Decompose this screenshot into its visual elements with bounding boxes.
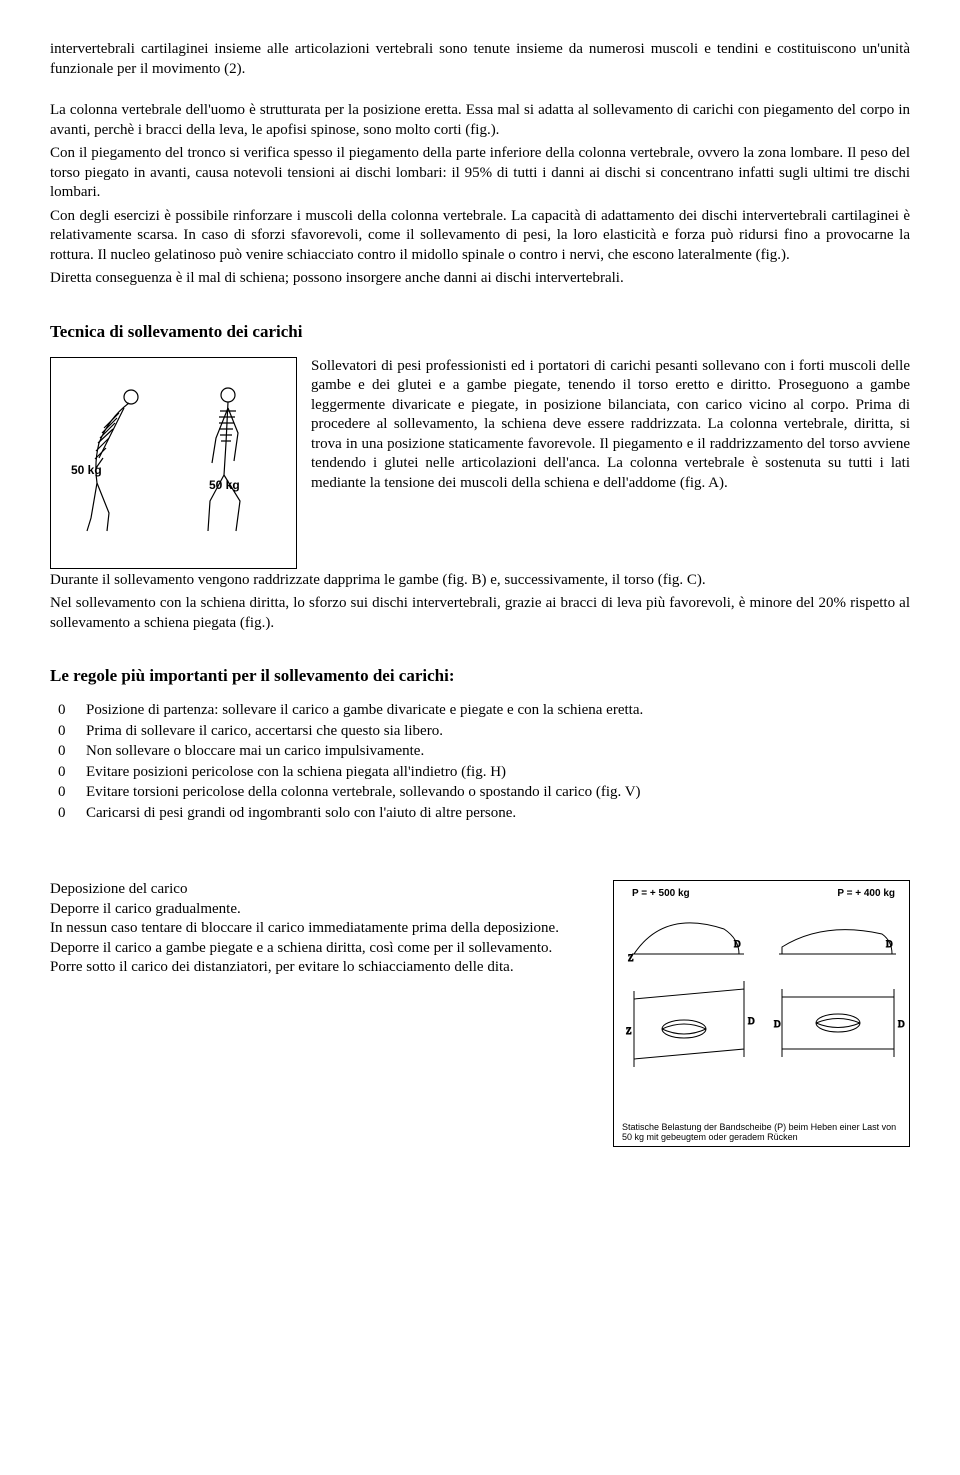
skeleton-posture-figure: 50 kg 50 kg [50, 357, 297, 569]
rule-text: Non sollevare o bloccare mai un carico i… [86, 742, 910, 762]
tecnica-row: 50 kg 50 kg Sollevatori di pesi professi… [50, 357, 910, 569]
rule-text: Prima di sollevare il carico, accertarsi… [86, 722, 910, 742]
rule-text: Caricarsi di pesi grandi od ingombranti … [86, 804, 910, 824]
tecnica-paragraph: Sollevatori di pesi professionisti ed i … [311, 357, 910, 494]
rule-marker: 0 [58, 701, 86, 721]
rule-marker: 0 [58, 783, 86, 803]
svg-text:Z: Z [628, 953, 634, 963]
rule-item: 0 Evitare torsioni pericolose della colo… [58, 783, 910, 803]
intro-paragraph: Diretta conseguenza è il mal di schiena;… [50, 269, 910, 289]
rules-list: 0 Posizione di partenza: sollevare il ca… [58, 701, 910, 823]
section-heading-tecnica: Tecnica di sollevamento dei carichi [50, 321, 910, 343]
rule-marker: 0 [58, 804, 86, 824]
rule-item: 0 Non sollevare o bloccare mai un carico… [58, 742, 910, 762]
svg-text:Z: Z [626, 1026, 632, 1036]
deposizione-title: Deposizione del carico [50, 880, 585, 900]
rule-marker: 0 [58, 742, 86, 762]
deposizione-line: In nessun caso tentare di bloccare il ca… [50, 919, 585, 939]
rule-item: 0 Caricarsi di pesi grandi od ingombrant… [58, 804, 910, 824]
rule-text: Evitare posizioni pericolose con la schi… [86, 763, 910, 783]
rule-marker: 0 [58, 722, 86, 742]
section-heading-regole: Le regole più importanti per il sollevam… [50, 665, 910, 687]
deposizione-row: Deposizione del carico Deporre il carico… [50, 880, 910, 1147]
tecnica-paragraph: Durante il sollevamento vengono raddrizz… [50, 571, 910, 591]
svg-text:D: D [886, 939, 893, 949]
svg-text:D: D [748, 1016, 755, 1026]
svg-text:D: D [734, 939, 741, 949]
deposizione-line: Deporre il carico gradualmente. [50, 900, 585, 920]
tecnica-paragraph: Nel sollevamento con la schiena diritta,… [50, 594, 910, 633]
intro-paragraph: Con il piegamento del tronco si verifica… [50, 144, 910, 203]
intro-paragraph: intervertebrali cartilaginei insieme all… [50, 40, 910, 79]
weight-label-left: 50 kg [71, 463, 102, 479]
rule-text: Evitare torsioni pericolose della colonn… [86, 783, 910, 803]
deposizione-line: Porre sotto il carico dei distanziatori,… [50, 958, 585, 978]
intro-paragraph: Con degli esercizi è possibile rinforzar… [50, 207, 910, 266]
rule-item: 0 Evitare posizioni pericolose con la sc… [58, 763, 910, 783]
rule-item: 0 Posizione di partenza: sollevare il ca… [58, 701, 910, 721]
weight-label-right: 50 kg [209, 478, 240, 494]
disc-load-diagram: P = + 500 kg P = + 400 kg Z D D [613, 880, 910, 1147]
svg-text:D: D [774, 1019, 781, 1029]
deposizione-line: Deporre il carico a gambe piegate e a sc… [50, 939, 585, 959]
intro-paragraph: La colonna vertebrale dell'uomo è strutt… [50, 101, 910, 140]
rule-marker: 0 [58, 763, 86, 783]
diagram-caption: Statische Belastung der Bandscheibe (P) … [622, 1122, 901, 1143]
svg-text:D: D [898, 1019, 905, 1029]
rule-text: Posizione di partenza: sollevare il cari… [86, 701, 910, 721]
rule-item: 0 Prima di sollevare il carico, accertar… [58, 722, 910, 742]
